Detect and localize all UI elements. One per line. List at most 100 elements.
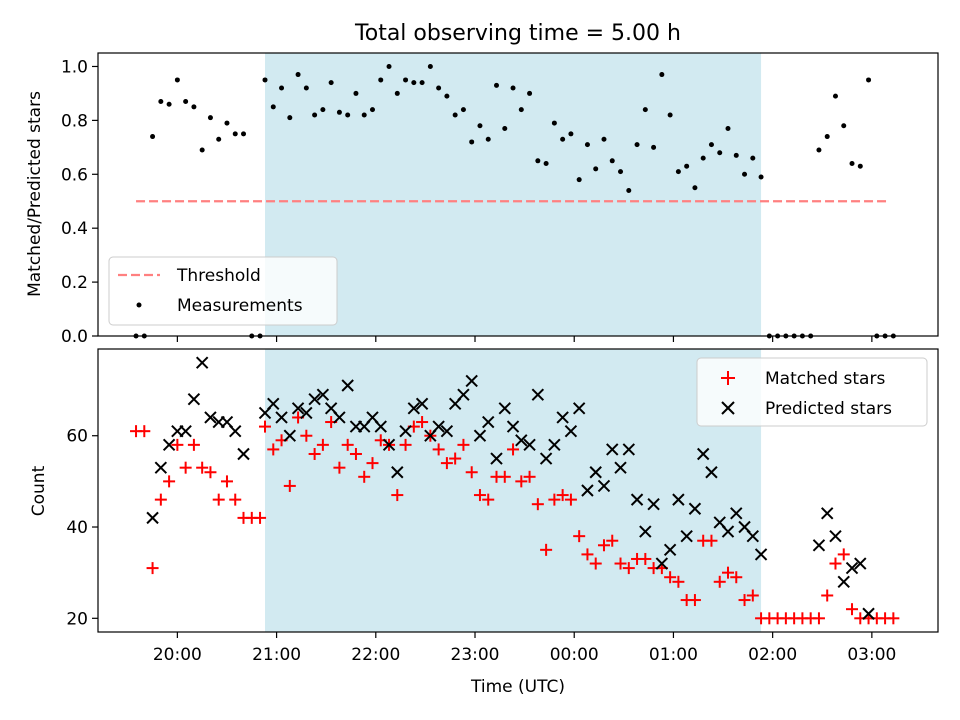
legend-measurements-label: Measurements	[177, 296, 303, 316]
matched-star-point	[267, 443, 280, 456]
measurement-point	[295, 72, 301, 78]
measurement-point	[535, 158, 541, 164]
measurement-point	[527, 90, 533, 96]
matched-star-point	[548, 493, 561, 506]
measurement-point	[708, 142, 714, 148]
measurement-point	[403, 77, 409, 83]
legend-predicted-label: Predicted stars	[765, 399, 892, 419]
measurement-point	[866, 77, 872, 83]
measurement-point	[634, 142, 640, 148]
figure-title: Total observing time = 5.00 h	[354, 21, 681, 46]
predicted-star-point	[622, 443, 635, 456]
matched-star-point	[589, 557, 602, 570]
matched-star-point	[391, 489, 404, 502]
bottom-panel: 20 40 60 20:00 21:00 22:00 23:00 00:00 01:00 02:…	[29, 348, 939, 697]
measurement-point	[584, 142, 590, 148]
measurement-point	[224, 120, 230, 126]
predicted-star-point	[154, 461, 168, 474]
top-ytick-label: 0.2	[61, 273, 88, 293]
matched-star-point	[812, 612, 825, 625]
legend-matched-label: Matched stars	[765, 369, 885, 389]
measurement-point	[841, 123, 847, 129]
top-panel: 0.0 0.2 0.4 0.6 0.8 1.0 Matched/Predicted sta…	[25, 52, 939, 347]
measurement-point	[568, 131, 574, 137]
matched-star-point	[154, 493, 167, 506]
measurement-point	[750, 155, 756, 161]
measurement-point	[692, 185, 698, 191]
matched-star-point	[713, 575, 726, 588]
matched-star-point	[146, 562, 159, 575]
predicted-star-point	[146, 511, 159, 525]
predicted-star-point	[663, 543, 677, 557]
matched-star-point	[416, 416, 429, 429]
measurement-point	[742, 171, 748, 177]
measurement-point	[303, 85, 309, 91]
predicted-star-point	[696, 447, 710, 461]
predicted-star-point	[680, 529, 693, 543]
measurement-point	[199, 147, 205, 153]
matched-star-point	[465, 466, 478, 479]
matched-star-point	[333, 461, 346, 474]
predicted-star-point	[597, 479, 611, 493]
predicted-star-point	[672, 493, 685, 506]
measurement-point	[642, 107, 648, 113]
measurement-point	[717, 150, 723, 156]
predicted-star-point	[572, 402, 586, 415]
measurement-point	[312, 112, 318, 118]
matched-star-point	[622, 562, 635, 575]
measurement-point	[183, 99, 189, 105]
matched-star-point	[171, 438, 184, 451]
predicted-star-point	[606, 443, 619, 456]
predicted-star-point	[195, 356, 209, 369]
measurement-point	[618, 169, 624, 175]
predicted-star-point	[283, 429, 297, 442]
matched-star-point	[473, 489, 486, 502]
predicted-star-point	[523, 438, 536, 452]
matched-star-point	[187, 438, 200, 451]
measurement-point	[232, 131, 238, 137]
predicted-star-point	[581, 484, 594, 497]
predicted-star-point	[548, 438, 561, 452]
predicted-star-point	[440, 424, 454, 438]
measurement-point	[494, 82, 500, 88]
measurement-point	[361, 112, 367, 118]
predicted-star-point	[821, 507, 834, 520]
top-axes-frame	[97, 52, 939, 337]
matched-star-point	[664, 571, 677, 584]
top-ytick-label: 0.4	[61, 219, 88, 239]
predicted-star-point	[854, 557, 867, 570]
matched-star-point	[254, 511, 267, 524]
matched-star-point	[746, 589, 759, 602]
measurement-point	[369, 107, 375, 113]
matched-star-point	[259, 420, 272, 433]
predicted-star-point	[506, 420, 520, 433]
measurement-point	[444, 93, 450, 99]
measurement-point	[560, 136, 566, 142]
matched-star-point	[449, 452, 462, 465]
measurement-point	[651, 144, 657, 150]
top-legend-box	[108, 256, 338, 326]
measurement-point	[166, 101, 172, 107]
predicted-star-point	[655, 557, 669, 570]
matched-star-point	[573, 530, 586, 543]
measurement-point	[419, 80, 425, 86]
measurement-point	[262, 77, 268, 83]
matched-star-point	[887, 612, 900, 625]
xtick-label: 03:00	[847, 645, 896, 665]
top-ytick-label: 0.6	[61, 165, 88, 185]
predicted-star-point	[415, 397, 429, 410]
predicted-star-point	[754, 548, 768, 561]
predicted-star-point	[515, 434, 528, 447]
matched-star-point	[515, 475, 528, 488]
predicted-star-point	[162, 438, 176, 452]
predicted-star-point	[473, 429, 487, 442]
matched-star-point	[179, 461, 192, 474]
predicted-star-point	[556, 411, 569, 424]
predicted-star-point	[179, 424, 192, 438]
predicted-star-point	[639, 525, 652, 538]
matched-star-point	[432, 443, 445, 456]
measurement-point	[427, 63, 433, 69]
predicted-star-point	[812, 539, 826, 552]
legend-threshold-label: Threshold	[176, 266, 261, 286]
matched-star-point	[366, 457, 379, 470]
